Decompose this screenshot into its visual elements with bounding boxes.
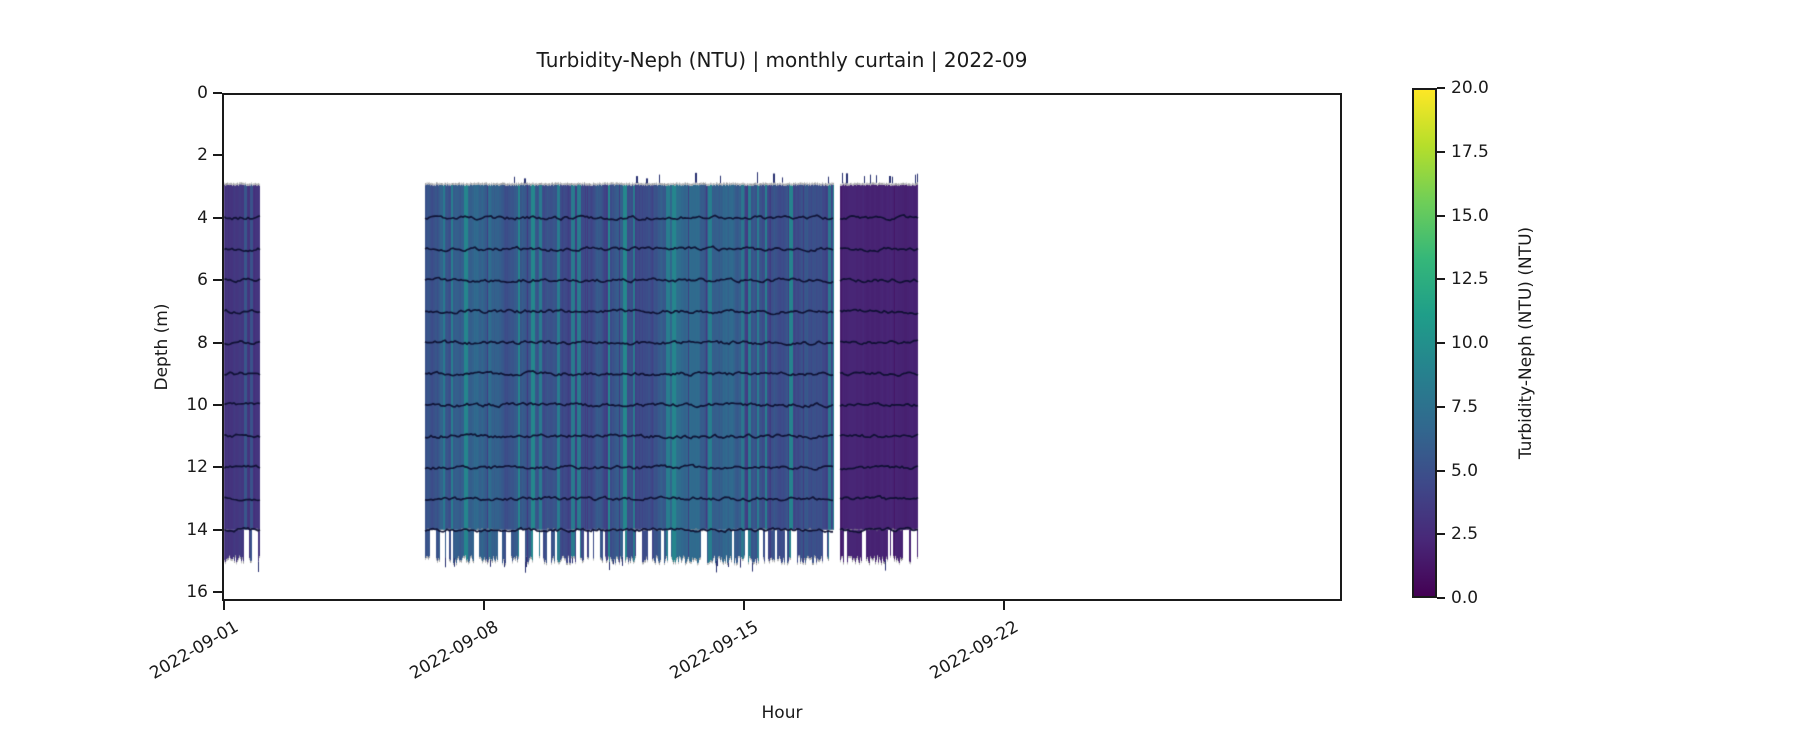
colorbar-tick-mark xyxy=(1437,150,1445,153)
y-tick-label: 0 xyxy=(197,83,208,103)
colorbar-tick-label: 12.5 xyxy=(1451,269,1489,290)
y-tick-mark xyxy=(213,216,222,219)
x-tick-label: 2022-09-01 xyxy=(146,617,242,684)
colorbar-tick-label: 7.5 xyxy=(1451,396,1479,417)
colorbar-label: Turbidity-Neph (NTU) (NTU) xyxy=(1516,226,1536,460)
colorbar-tick-label: 0.0 xyxy=(1451,588,1479,608)
x-tick-mark xyxy=(223,601,225,610)
x-axis-label: Hour xyxy=(761,703,803,723)
y-tick-mark xyxy=(213,154,222,157)
y-tick-label: 2 xyxy=(197,145,208,166)
colorbar-tick-mark xyxy=(1437,405,1445,408)
colorbar-tick-mark xyxy=(1437,87,1445,89)
y-tick-mark xyxy=(213,591,222,594)
colorbar-tick-mark xyxy=(1437,278,1445,281)
colorbar-tick-label: 5.0 xyxy=(1451,460,1479,481)
colorbar-tick-label: 17.5 xyxy=(1451,141,1489,162)
y-tick-label: 16 xyxy=(186,582,208,603)
x-tick-label: 2022-09-15 xyxy=(666,617,762,684)
y-tick-mark xyxy=(213,279,222,282)
colorbar-tick-mark xyxy=(1437,533,1445,536)
x-tick-mark xyxy=(482,601,485,610)
y-tick-label: 4 xyxy=(197,207,208,228)
y-tick-label: 6 xyxy=(197,270,208,291)
x-tick-label: 2022-09-22 xyxy=(926,617,1022,684)
y-tick-mark xyxy=(213,528,222,531)
y-tick-mark xyxy=(213,92,222,94)
y-tick-label: 10 xyxy=(186,395,208,416)
colorbar-tick-mark xyxy=(1437,342,1445,344)
colorbar-tick-label: 20.0 xyxy=(1451,78,1489,98)
y-tick-label: 8 xyxy=(197,332,208,353)
y-tick-mark xyxy=(213,341,222,344)
x-tick-mark xyxy=(1002,601,1005,610)
colorbar xyxy=(1412,88,1437,598)
colorbar-tick-mark xyxy=(1437,597,1445,599)
chart-title: Turbidity-Neph (NTU) | monthly curtain |… xyxy=(536,48,1028,72)
y-tick-mark xyxy=(213,404,222,407)
colorbar-tick-label: 2.5 xyxy=(1451,524,1479,545)
x-tick-label: 2022-09-08 xyxy=(406,617,502,684)
y-tick-label: 12 xyxy=(186,457,208,478)
curtain-heatmap xyxy=(222,93,1342,601)
x-tick-mark xyxy=(742,601,745,610)
y-tick-mark xyxy=(213,466,222,469)
colorbar-tick-label: 10.0 xyxy=(1451,333,1489,353)
y-tick-label: 14 xyxy=(186,519,208,540)
colorbar-tick-label: 15.0 xyxy=(1451,205,1489,226)
colorbar-tick-mark xyxy=(1437,469,1445,472)
colorbar-tick-mark xyxy=(1437,214,1445,217)
